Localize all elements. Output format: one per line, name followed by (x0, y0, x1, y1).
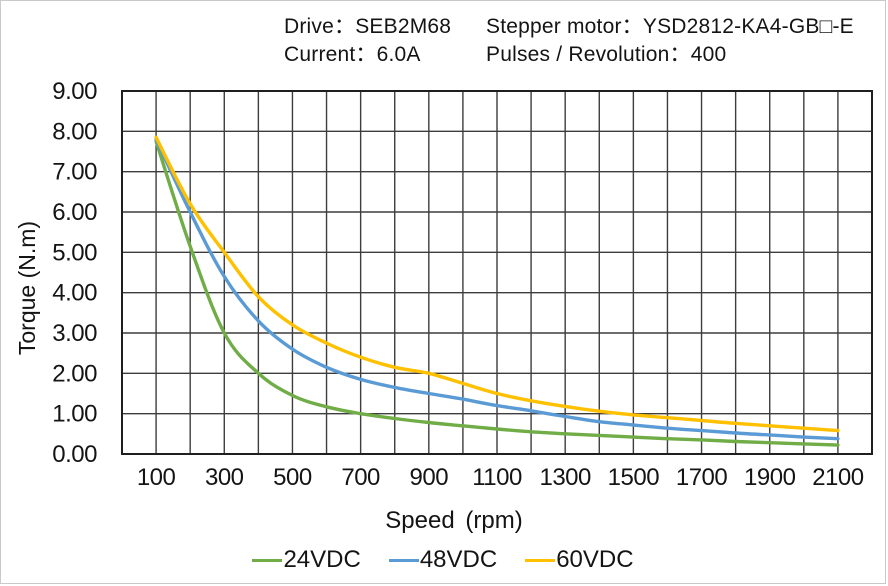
y-tick-label: 8.00 (52, 118, 97, 145)
x-tick-label: 300 (205, 464, 244, 491)
legend-line-icon (388, 558, 419, 562)
legend-label: 48VDC (419, 546, 498, 573)
legend-item-60vdc: 60VDC (525, 546, 634, 574)
y-axis-title: Torque (N.m) (14, 220, 40, 356)
chart-legend: 24VDC 48VDC 60VDC (1, 546, 885, 574)
legend-item-48vdc: 48VDC (388, 546, 498, 574)
drive-model-text: Drive：SEB2M68 (284, 15, 452, 38)
y-tick-label: 2.00 (52, 360, 97, 387)
x-tick-label: 1500 (608, 464, 660, 491)
y-tick-label: 1.00 (52, 401, 97, 428)
current-text: Current：6.0A (284, 43, 421, 66)
x-tick-label: 900 (410, 464, 449, 491)
chart-header: Drive：SEB2M68 Stepper motor：YSD2812-KA4-… (284, 13, 854, 69)
legend-line-icon (252, 558, 283, 562)
curve-48vdc (154, 137, 840, 441)
x-axis-title: Speed (rpm) (385, 507, 523, 534)
x-tick-label: 1100 (472, 464, 522, 491)
legend-label: 60VDC (556, 546, 634, 573)
legend-label: 24VDC (283, 546, 361, 573)
x-tick-label: 1700 (676, 464, 728, 491)
y-tick-label: 9.00 (52, 78, 97, 105)
y-tick-label: 7.00 (52, 159, 97, 186)
legend-line-icon (525, 558, 556, 562)
x-tick-label: 1300 (539, 464, 591, 491)
stepper-motor-model-text: Stepper motor：YSD2812-KA4-GB□-E (486, 15, 854, 38)
plot-border (121, 90, 873, 455)
x-tick-label: 1900 (744, 464, 796, 491)
x-tick-label: 100 (137, 464, 176, 491)
x-tick-label: 700 (341, 464, 380, 491)
curve-24vdc (154, 139, 840, 447)
y-tick-label: 6.00 (52, 199, 97, 226)
y-tick-label: 5.00 (52, 239, 97, 266)
x-tick-label: 500 (273, 464, 312, 491)
legend-item-24vdc: 24VDC (252, 546, 361, 574)
curve-60vdc (154, 135, 840, 433)
y-tick-label: 3.00 (52, 320, 97, 347)
pulses-per-revolution-text: Pulses / Revolution：400 (486, 43, 727, 66)
x-tick-label: 2100 (812, 464, 864, 491)
y-tick-label: 4.00 (52, 280, 97, 307)
y-tick-label: 0.00 (52, 441, 97, 468)
